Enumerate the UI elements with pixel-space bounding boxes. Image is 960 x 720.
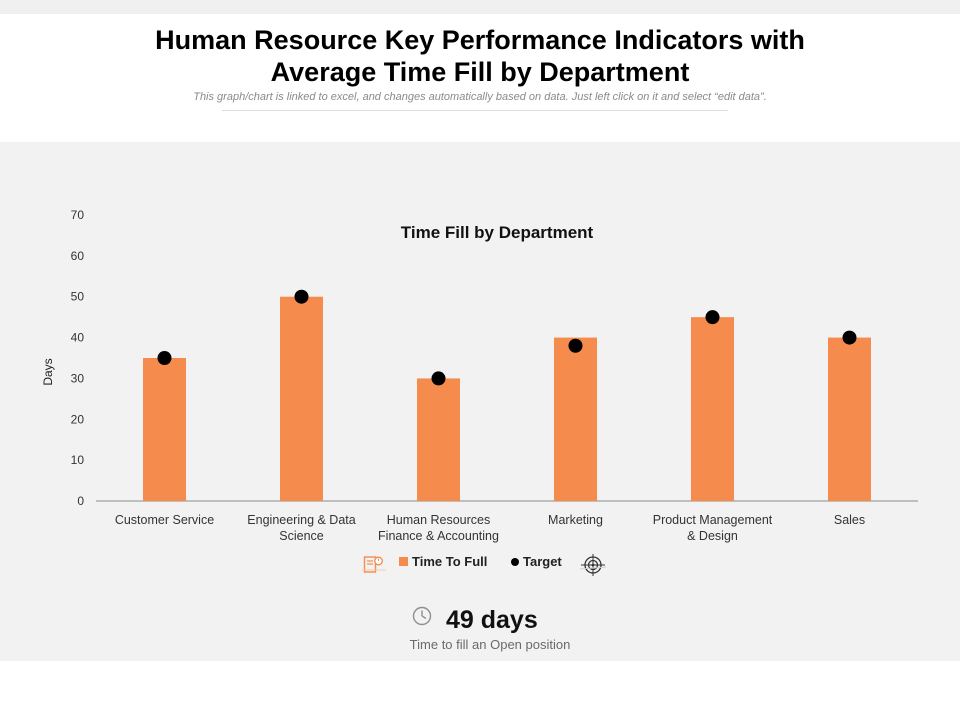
chart-legend: Time To Full Target xyxy=(0,550,960,580)
x-tick-label: Engineering & Data Science xyxy=(247,513,355,543)
bar-series xyxy=(143,296,871,501)
y-tick-label: 60 xyxy=(71,249,85,263)
slide-title-line-2: Average Time Fill by Department xyxy=(270,57,690,87)
slide-title: Human Resource Key Performance Indicator… xyxy=(100,24,860,88)
document-icon xyxy=(362,554,386,581)
target-marker xyxy=(568,338,583,353)
kpi-block: 49 days Time to fill an Open position xyxy=(0,600,960,660)
target-marker xyxy=(294,289,309,304)
target-marker xyxy=(157,351,172,365)
x-tick-label: Human Resources Finance & Accounting xyxy=(378,513,499,543)
slide-subtitle: This graph/chart is linked to excel, and… xyxy=(193,91,767,103)
slide-title-line-1: Human Resource Key Performance Indicator… xyxy=(155,25,805,55)
subtitle-divider xyxy=(222,110,728,111)
bar xyxy=(554,337,597,501)
legend-label-time-to-full: Time To Full xyxy=(412,554,488,569)
clock-icon xyxy=(411,605,433,632)
bar xyxy=(828,337,871,501)
target-marker xyxy=(705,310,720,325)
chart-title: Time Fill by Department xyxy=(401,223,594,242)
x-tick-label: Sales xyxy=(834,513,865,527)
bar xyxy=(280,296,323,501)
top-strip xyxy=(0,0,960,14)
legend-swatch-target xyxy=(511,557,519,566)
bar xyxy=(143,358,186,501)
y-tick-label: 30 xyxy=(71,371,85,385)
target-marker xyxy=(842,330,857,345)
y-axis-ticks: 0 10 20 30 40 50 60 70 xyxy=(71,208,85,508)
kpi-caption: Time to fill an Open position xyxy=(409,637,571,652)
bar xyxy=(417,378,460,501)
slide-header: Human Resource Key Performance Indicator… xyxy=(0,14,960,142)
y-tick-label: 50 xyxy=(71,290,85,304)
x-axis-ticks: Customer Service Engineering & Data Scienc… xyxy=(115,513,865,543)
x-tick-label: Marketing xyxy=(548,513,603,527)
target-icon xyxy=(579,553,607,582)
target-marker xyxy=(431,371,446,386)
legend-swatch-bar xyxy=(399,557,408,566)
legend-item-time-to-full: Time To Full xyxy=(399,554,487,569)
y-tick-label: 40 xyxy=(71,331,85,345)
y-axis-label: Days xyxy=(41,358,55,385)
kpi-value: 49 days xyxy=(446,606,538,634)
legend-label-target: Target xyxy=(523,554,562,569)
legend-item-target: Target xyxy=(511,554,562,569)
bar xyxy=(691,317,734,501)
y-tick-label: 10 xyxy=(71,453,85,467)
y-tick-label: 70 xyxy=(71,208,85,222)
y-tick-label: 0 xyxy=(77,494,84,508)
x-tick-label: Product Management & Design xyxy=(653,513,773,543)
y-tick-label: 20 xyxy=(71,412,85,426)
target-series xyxy=(157,289,857,386)
x-tick-label: Customer Service xyxy=(115,513,214,527)
